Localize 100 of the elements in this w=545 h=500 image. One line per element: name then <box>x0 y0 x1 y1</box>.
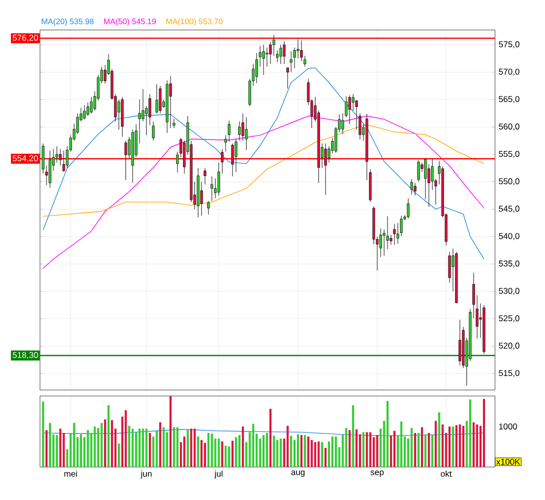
bar <box>135 432 138 467</box>
bar <box>110 420 114 467</box>
x-tick-label: mei <box>64 470 77 477</box>
bar <box>438 412 440 467</box>
bar <box>269 408 272 467</box>
candlestick <box>155 84 158 114</box>
y-tick-label: 545,0 <box>498 206 520 213</box>
candlestick <box>152 121 155 141</box>
bar <box>224 446 227 467</box>
bar <box>356 429 358 467</box>
candlestick <box>417 160 420 182</box>
bar <box>472 422 475 467</box>
bar <box>334 436 337 467</box>
bar <box>314 442 316 467</box>
candlestick <box>290 51 292 72</box>
bar <box>194 428 196 467</box>
bar <box>159 422 162 467</box>
bar <box>386 400 389 467</box>
bar <box>345 428 348 467</box>
bar <box>448 426 451 467</box>
candlestick <box>410 178 413 195</box>
y-axis-title: x100K <box>496 458 520 465</box>
bar <box>262 435 265 467</box>
bar <box>414 432 416 467</box>
bar <box>362 432 364 467</box>
bar <box>200 440 203 467</box>
candlestick <box>231 143 234 177</box>
ref-line-label: 576,20 <box>12 34 38 42</box>
bar <box>104 419 106 467</box>
y-tick-label: 540,0 <box>498 233 520 240</box>
bar <box>442 424 444 467</box>
bar <box>366 432 368 467</box>
bar <box>238 435 240 467</box>
candlestick <box>83 104 86 120</box>
bar <box>186 430 189 467</box>
bar <box>452 426 454 467</box>
candlestick <box>234 138 238 172</box>
candlestick <box>341 113 344 134</box>
bar <box>434 420 437 467</box>
bar <box>321 442 324 467</box>
bar <box>210 434 213 467</box>
bar <box>118 444 120 467</box>
bar <box>228 446 230 467</box>
bar <box>218 438 220 467</box>
y-tick-label: 560,0 <box>498 123 520 130</box>
line-series <box>42 116 484 269</box>
bar <box>476 424 478 467</box>
bar <box>469 400 472 467</box>
bar <box>128 426 130 467</box>
y-tick-label: 515,0 <box>498 370 520 378</box>
bar <box>266 432 268 467</box>
bar <box>272 436 275 467</box>
bar <box>148 432 151 467</box>
candlestick <box>204 168 206 185</box>
bar <box>234 437 238 467</box>
candlestick <box>431 158 434 190</box>
bar <box>59 428 62 467</box>
bar <box>242 426 244 467</box>
bar <box>183 436 186 467</box>
candlestick <box>324 143 327 196</box>
bar <box>369 432 372 467</box>
bar <box>73 422 76 467</box>
bar <box>300 435 302 467</box>
bar <box>348 430 351 467</box>
bar <box>276 440 278 467</box>
ref-line-label: 518,30 <box>12 352 38 359</box>
candlestick <box>207 200 210 215</box>
y-tick-label: 535,0 <box>498 260 520 268</box>
candlestick <box>262 44 265 76</box>
candlestick <box>348 94 351 124</box>
bar <box>318 441 320 467</box>
bar <box>204 442 206 467</box>
candlestick <box>393 224 396 246</box>
y-tick-label: 520,0 <box>498 342 520 350</box>
candlestick <box>210 176 214 202</box>
bar <box>400 422 402 467</box>
candlestick <box>458 320 462 366</box>
x-tick-label: aug <box>291 470 305 477</box>
bar <box>428 432 430 467</box>
bar <box>56 435 58 467</box>
bar <box>176 427 178 467</box>
bar <box>455 425 458 467</box>
candlestick <box>224 134 227 152</box>
bar <box>172 427 176 467</box>
bar <box>252 424 254 467</box>
candlestick <box>90 96 93 114</box>
bar <box>458 424 461 467</box>
candlestick <box>279 44 282 64</box>
bar <box>94 426 96 467</box>
bar <box>156 430 158 467</box>
candlestick <box>158 86 162 114</box>
candlestick <box>344 96 348 118</box>
bar <box>86 430 89 467</box>
candlestick <box>245 116 248 150</box>
bar <box>352 405 354 467</box>
bar <box>393 430 396 467</box>
bar <box>207 432 210 467</box>
candlestick <box>228 120 230 142</box>
y-tick-label: 565,0 <box>498 96 520 104</box>
bar <box>462 426 464 467</box>
